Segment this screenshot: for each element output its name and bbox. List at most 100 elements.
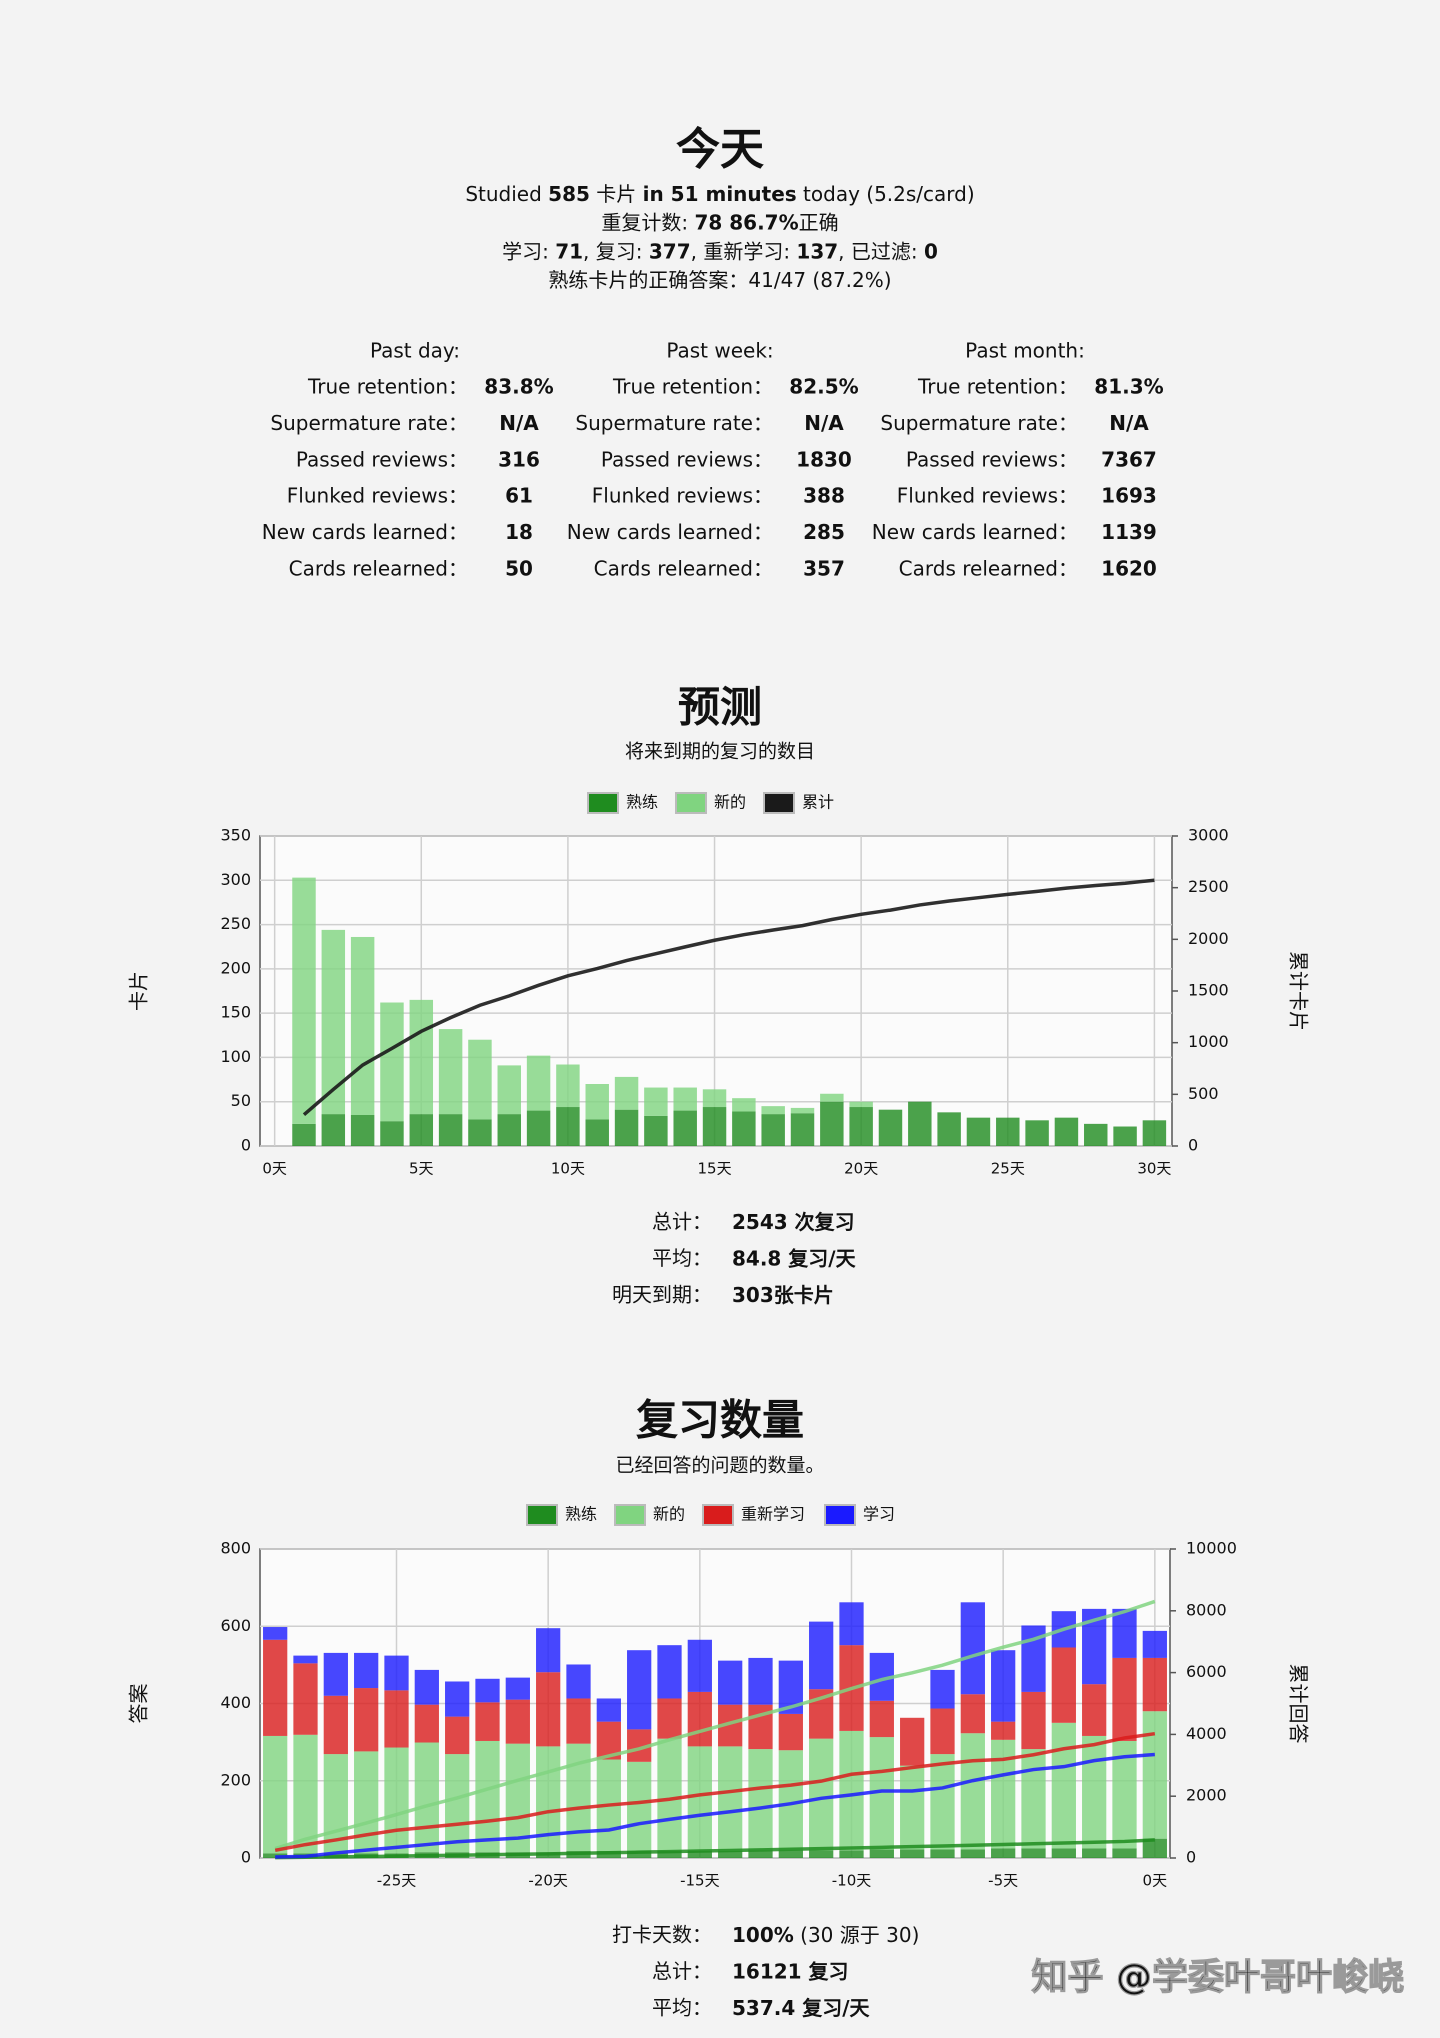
bar-segment [263,1627,288,1640]
row-value: 1620 [1101,557,1157,581]
watermark: 知乎 @学委叶哥叶峻峣 [1031,1956,1404,1998]
bar-segment [1051,1848,1076,1858]
bar-segment [614,1109,639,1146]
text-segment: 377 [649,239,691,263]
bar-segment [354,1751,379,1854]
bar-segment [536,1672,561,1747]
bar-segment [350,936,375,1115]
y2-tick-label: 0 [1188,1136,1198,1155]
bar-segment [718,1660,743,1705]
bar-segment [323,1695,348,1755]
bar-segment [1113,1126,1137,1146]
stat-label: 明天到期： [612,1283,712,1307]
y-axis-label: 答案 [127,1684,151,1724]
row-value: 1693 [1101,484,1157,508]
y-tick-label: 350 [220,826,251,845]
stat-label: 总计： [652,1210,712,1234]
bar-segment [445,1716,470,1755]
bar-segment [380,1121,404,1146]
chart-subtitle: 已经回答的问题的数量。 [615,1455,824,1477]
stat-value: 84.8 复习/天 [732,1246,857,1270]
bar-segment [445,1681,470,1717]
bar-segment [937,1112,961,1146]
x-tick-label: -10天 [832,1872,872,1890]
y2-tick-label: 2000 [1188,929,1229,948]
row-value: 81.3% [1094,375,1163,399]
bar-segment [354,1688,379,1752]
row-value: 18 [505,520,533,544]
bar-segment [839,1602,864,1646]
bar-segment [748,1850,773,1858]
chart-title: 预测 [678,683,762,732]
bar-segment [849,1107,873,1146]
bar-segment [687,1851,712,1858]
row-label: Supermature rate： [270,411,468,435]
column-header: Past day: [370,339,460,363]
legend-label: 熟练 [565,1505,597,1524]
bar-segment [321,1114,346,1146]
bar-segment [1142,1630,1167,1658]
text-segment: 重复计数: [601,210,694,234]
stat-label: 平均： [652,1246,712,1270]
legend-label: 累计 [802,793,834,812]
text-segment: (30 源于 30) [794,1923,920,1947]
x-tick-label: -15天 [680,1872,720,1890]
bar-segment [839,1850,864,1858]
bar-segment [820,1093,844,1102]
bar-segment [960,1733,985,1850]
x-tick-label: 25天 [991,1160,1025,1178]
cumulative-line [275,1838,1155,1860]
y-tick-label: 200 [220,1770,251,1789]
summary-line: Studied 585 卡片 in 51 minutes today (5.2s… [465,182,974,206]
bar-segment [930,1754,955,1850]
row-value: 285 [803,520,845,544]
row-label: True retention： [612,375,773,399]
text-segment: 78 86.7% [694,210,798,234]
bar-segment [673,1110,697,1146]
stat-value: 303张卡片 [732,1283,834,1307]
bar-segment [438,1114,463,1146]
row-label: Flunked reviews： [287,484,468,508]
stat-value: 537.4 复习/天 [732,1996,871,2020]
legend-swatch [702,1504,734,1526]
bar-segment [732,1098,756,1112]
bar-segment [960,1694,985,1734]
text-segment: , 已过滤: [838,239,924,263]
text-segment: 卡片 [590,182,643,206]
text-segment: 16121 复习 [732,1959,849,1983]
bar-segment [778,1750,803,1851]
bar-segment [475,1678,500,1703]
bar-segment [380,1002,404,1122]
legend-label: 熟练 [626,793,658,812]
text-segment: in 51 minutes [643,182,797,206]
bar-segment [702,1107,727,1146]
bar-segment [687,1746,712,1852]
bar-segment [556,1064,580,1108]
text-segment: 学习: [502,239,555,263]
legend-swatch [824,1504,856,1526]
bar-segment [1082,1848,1107,1858]
y-tick-label: 0 [241,1136,251,1155]
y2-tick-label: 8000 [1186,1600,1227,1619]
cumulative-line [274,1599,1156,1851]
text-segment: , 复习: [583,239,649,263]
bar-segment [323,1652,348,1696]
bar-segment [673,1087,697,1111]
bar-segment [596,1698,621,1722]
stat-value: 16121 复习 [732,1959,849,1983]
bar-segment [505,1743,530,1853]
bar-segment [505,1699,530,1744]
bar-segment [960,1849,985,1858]
bar-segment [627,1650,652,1730]
bar-segment [263,1735,288,1854]
y-tick-label: 600 [220,1616,251,1635]
text-segment: 100% [732,1923,794,1947]
bar-segment [468,1039,492,1120]
row-label: Passed reviews： [906,447,1078,471]
row-label: Cards relearned： [594,557,773,581]
bar-segment [820,1101,844,1146]
bar-segment [384,1747,409,1854]
chart-subtitle: 将来到期的复习的数目 [625,741,815,763]
bar-segment [991,1721,1016,1740]
